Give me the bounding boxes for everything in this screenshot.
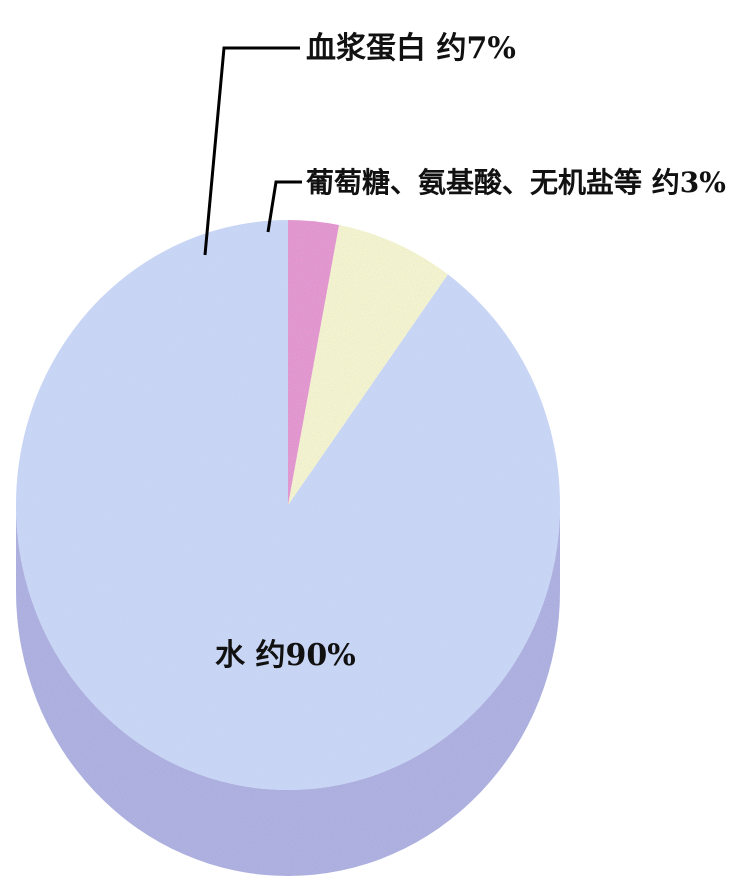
- slice-labels: 水 约90% 血浆蛋白 约7% 葡萄糖、氨基酸、无机盐等 约3%: [215, 31, 726, 673]
- slice-label-glucose-etc: 葡萄糖、氨基酸、无机盐等 约3%: [306, 166, 726, 199]
- leader-line-glucose-etc: [266, 180, 302, 233]
- pie-slice-plasma-protein: [288, 225, 448, 505]
- pie-top-face: [16, 220, 561, 790]
- pie-slice-water: [16, 220, 561, 790]
- pie-slice-glucose-etc: [288, 220, 339, 505]
- pie-side-wall: [16, 505, 560, 876]
- slice-label-plasma-protein: 血浆蛋白 约7%: [306, 31, 516, 66]
- leader-line-plasma-protein: [203, 46, 300, 256]
- slice-label-water: 水 约90%: [215, 638, 356, 673]
- leader-lines: [203, 46, 302, 256]
- side-wall-water: [16, 505, 560, 876]
